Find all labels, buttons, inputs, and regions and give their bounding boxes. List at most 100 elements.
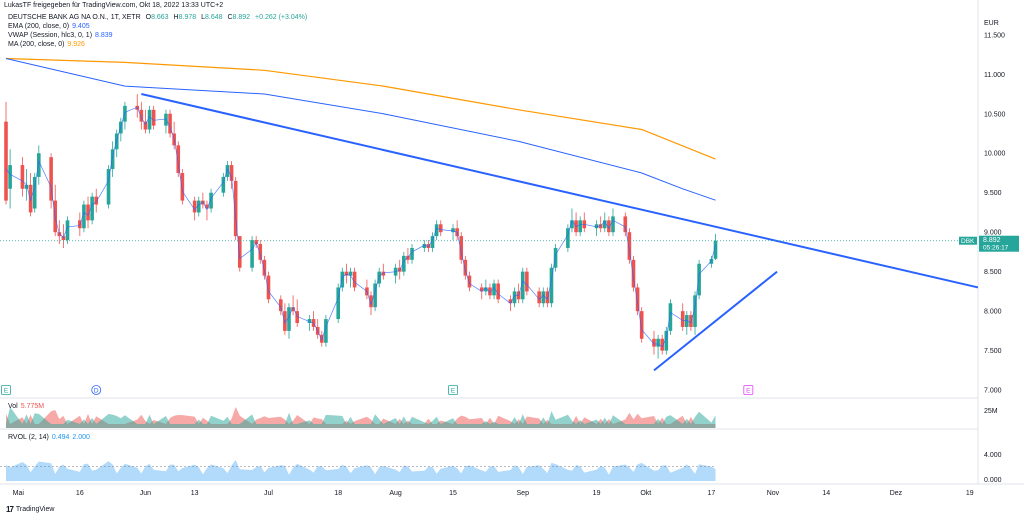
candle-body bbox=[693, 295, 697, 327]
price-axis[interactable]: 11.500 11.000 10.500 10.000 9.500 9.000 8.500 8… bbox=[984, 32, 1006, 394]
rvol-pane-label[interactable]: RVOL (2, 14) 0.494 2.000 bbox=[8, 434, 90, 441]
candle-body bbox=[209, 192, 213, 209]
candle-body bbox=[221, 176, 226, 193]
candle bbox=[566, 224, 570, 252]
candle-body bbox=[233, 180, 238, 237]
event-marker[interactable]: E bbox=[448, 385, 458, 395]
price-tick-label: 7.500 bbox=[984, 348, 1002, 355]
candle-body bbox=[463, 259, 468, 276]
tradingview-footer[interactable]: 17 TradingView bbox=[6, 505, 54, 514]
candle bbox=[278, 295, 283, 316]
vol-pane-label[interactable]: Vol 5.775M bbox=[8, 403, 44, 410]
earnings-marker-icon[interactable] bbox=[1, 385, 11, 395]
candle-body bbox=[344, 271, 349, 276]
time-tick-label: 19 bbox=[593, 490, 601, 497]
candle bbox=[143, 109, 148, 134]
candle-body bbox=[566, 228, 570, 248]
legend-ma[interactable]: MA (200, close, 0) 9.926 bbox=[8, 40, 307, 49]
attribution-text: LukasTF freigegeben für TradingView.com,… bbox=[4, 2, 224, 9]
candle bbox=[410, 244, 414, 264]
candle-body bbox=[512, 291, 517, 304]
candle bbox=[467, 271, 472, 292]
candle bbox=[402, 251, 406, 276]
tradingview-logo-icon: 17 bbox=[6, 505, 14, 514]
vol-value: 5.775M bbox=[20, 403, 45, 410]
trendline[interactable] bbox=[653, 270, 778, 372]
candle-body bbox=[180, 172, 185, 201]
time-tick-label: Sep bbox=[517, 490, 530, 497]
time-tick-label: Mai bbox=[13, 490, 25, 497]
vol-axis-tick: 25M bbox=[984, 408, 998, 415]
candle bbox=[463, 255, 468, 280]
time-tick-label: Aug bbox=[389, 490, 402, 497]
legend-vwap-name: VWAP (Session, hlc3, 0, 1) bbox=[8, 32, 93, 39]
time-axis[interactable]: Mai 16 Jun 13 Jul 18 Aug 15 Sep 19 Okt 17 Nov 14 Dez 19 bbox=[13, 490, 974, 497]
rvol-value-1: 0.494 bbox=[51, 434, 70, 441]
trendlines[interactable] bbox=[141, 93, 979, 372]
legend-ma-value: 9.926 bbox=[67, 41, 85, 48]
price-tick-label: 8.000 bbox=[984, 309, 1002, 316]
legend-vwap[interactable]: VWAP (Session, hlc3, 0, 1) 8.839 bbox=[8, 31, 307, 40]
candle bbox=[611, 208, 615, 237]
price-tick-label: 10.500 bbox=[984, 111, 1006, 118]
candle bbox=[221, 172, 226, 197]
candle-body bbox=[377, 271, 382, 284]
candle-body bbox=[467, 275, 472, 288]
candle-body bbox=[623, 216, 628, 233]
candle-body bbox=[86, 204, 90, 221]
earnings-marker-icon[interactable] bbox=[448, 385, 458, 395]
candle-body bbox=[24, 184, 29, 189]
candle-body bbox=[451, 228, 455, 233]
candle bbox=[373, 279, 377, 312]
event-marker[interactable]: D bbox=[91, 385, 102, 395]
dividend-marker-icon[interactable] bbox=[91, 385, 102, 395]
trendline[interactable] bbox=[141, 93, 979, 289]
candle bbox=[196, 196, 201, 217]
candle bbox=[348, 267, 353, 288]
candle-body bbox=[225, 165, 230, 177]
candle-body bbox=[541, 291, 546, 304]
candle-body bbox=[139, 109, 144, 122]
event-marker[interactable]: E bbox=[743, 385, 754, 395]
candle-body bbox=[266, 275, 271, 300]
close-label: C bbox=[227, 14, 233, 21]
candle-body bbox=[192, 200, 197, 213]
candle-body bbox=[508, 299, 513, 304]
candle-body bbox=[422, 244, 427, 248]
candle-body bbox=[549, 267, 554, 304]
candle bbox=[406, 247, 410, 264]
candle bbox=[639, 307, 644, 343]
candle-body bbox=[8, 165, 12, 189]
candle-body bbox=[168, 113, 172, 134]
candle bbox=[180, 169, 185, 205]
candle bbox=[525, 267, 529, 296]
candle bbox=[49, 153, 53, 209]
price-tick-label: 11.500 bbox=[984, 32, 1005, 39]
candle-body bbox=[340, 271, 345, 288]
candle-body bbox=[278, 299, 283, 312]
legend-ema-name: EMA (200, close, 0) bbox=[8, 23, 70, 30]
candle-body bbox=[594, 224, 599, 229]
candle bbox=[680, 303, 685, 331]
candle-body bbox=[262, 259, 267, 276]
legend-ema[interactable]: EMA (200, close, 0) 9.405 bbox=[8, 22, 307, 31]
time-tick-label: Dez bbox=[890, 490, 903, 497]
candle-body bbox=[598, 224, 603, 229]
change-value: +0.262 (+3.04%) bbox=[255, 14, 308, 21]
event-marker-label: E bbox=[746, 388, 751, 395]
event-marker[interactable]: E bbox=[1, 385, 11, 395]
candle-body bbox=[680, 311, 685, 327]
candle-body bbox=[479, 287, 484, 292]
candle-body bbox=[114, 133, 119, 150]
candle bbox=[139, 101, 144, 130]
candle-body bbox=[147, 109, 152, 130]
candle bbox=[352, 267, 357, 292]
brand-name: TradingView bbox=[15, 506, 55, 513]
candle bbox=[541, 287, 546, 308]
candle bbox=[176, 141, 181, 177]
rvol-pane bbox=[0, 460, 716, 481]
earnings-marker-icon[interactable] bbox=[743, 385, 754, 395]
candle bbox=[582, 212, 587, 233]
